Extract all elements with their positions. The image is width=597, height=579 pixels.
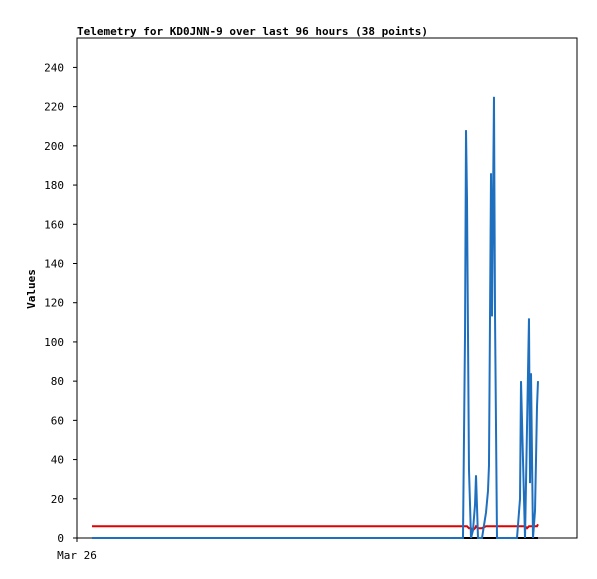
y-tick-label: 160	[44, 218, 64, 231]
y-tick-label: 140	[44, 257, 64, 270]
y-tick-label: 80	[51, 375, 64, 388]
y-tick-label: 120	[44, 297, 64, 310]
y-tick-label: 220	[44, 101, 64, 114]
y-tick-label: 100	[44, 336, 64, 349]
y-axis-label: Values	[25, 269, 38, 309]
y-tick-label: 0	[57, 532, 64, 545]
y-tick-label: 200	[44, 140, 64, 153]
x-tick-label: Mar 26	[57, 549, 97, 562]
y-tick-label: 40	[51, 454, 64, 467]
y-tick-label: 240	[44, 61, 64, 74]
y-tick-label: 60	[51, 414, 64, 427]
y-tick-label: 20	[51, 493, 64, 506]
chart-title: Telemetry for KD0JNN-9 over last 96 hour…	[77, 25, 428, 38]
y-tick-label: 180	[44, 179, 64, 192]
plot-frame	[76, 37, 578, 539]
series-line	[92, 96, 539, 539]
